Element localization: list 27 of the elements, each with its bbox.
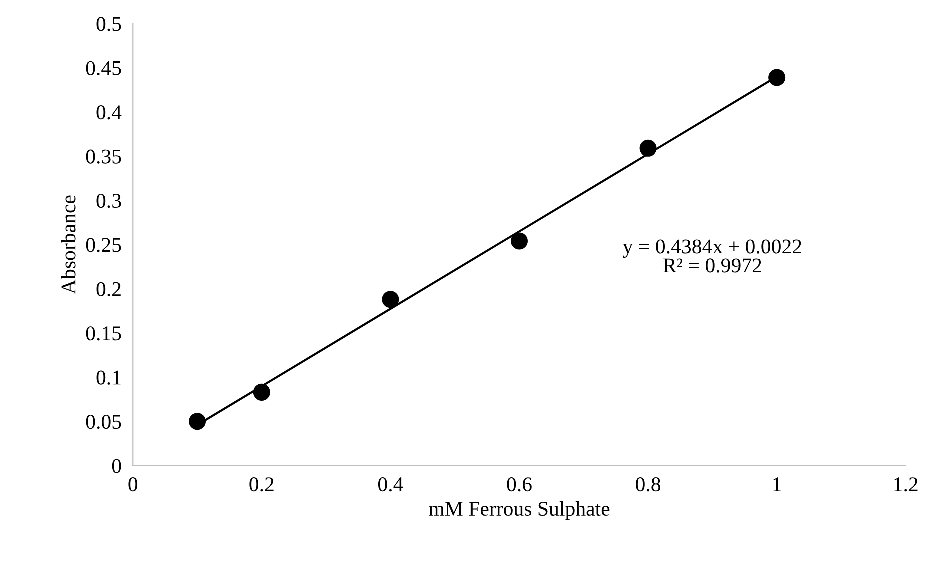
x-axis-title: mM Ferrous Sulphate bbox=[429, 501, 610, 520]
y-tick-label: 0.35 bbox=[86, 150, 122, 164]
x-tick-label: 0.4 bbox=[378, 478, 404, 492]
y-tick-label: 0 bbox=[112, 459, 122, 474]
y-tick-label: 0.1 bbox=[96, 370, 121, 385]
y-tick-label: 0.05 bbox=[86, 414, 122, 430]
y-tick-label: 0.5 bbox=[96, 17, 122, 32]
point bbox=[382, 291, 400, 308]
y-tick-label: 0.25 bbox=[86, 238, 122, 252]
y-tick-label: 0.4 bbox=[96, 106, 122, 120]
x-tick-label: 1.2 bbox=[894, 478, 918, 492]
y-tick-label: 0.2 bbox=[96, 282, 121, 297]
y-tick-label: 0.3 bbox=[96, 194, 122, 208]
y-tick-label: 0.45 bbox=[86, 61, 122, 76]
point bbox=[510, 232, 528, 250]
y-axis-title: Absorbance bbox=[61, 196, 76, 294]
point bbox=[640, 140, 657, 157]
point bbox=[189, 413, 206, 430]
point bbox=[253, 384, 270, 401]
x-tick-label: 0.2 bbox=[250, 478, 274, 492]
point bbox=[768, 69, 786, 86]
x-tick-label: 0.8 bbox=[636, 478, 661, 492]
x-tick-label: 0.6 bbox=[507, 478, 532, 492]
y-tick-label: 0.15 bbox=[86, 326, 122, 341]
annotation: y = 0.4384x + 0.0022 R² = 0.9972 bbox=[623, 240, 802, 273]
x-tick-label: 0 bbox=[128, 478, 138, 492]
x-tick-label: 1 bbox=[774, 478, 782, 492]
